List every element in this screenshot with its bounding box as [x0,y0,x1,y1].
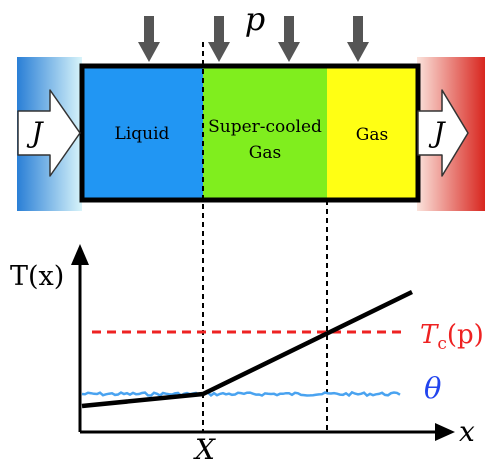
liquid-label: Liquid [115,124,170,144]
bath-temperature-label: θ [424,371,441,405]
supercooled-label-line1: Super-cooled [208,117,322,137]
x-axis-label: x [459,415,475,448]
pressure-arrow-icon [138,16,160,62]
gas-region [327,66,418,200]
temperature-profile-line [81,289,413,409]
flux-arrow-left-icon [17,89,81,177]
gas-label: Gas [356,125,388,145]
bath-temperature-line [81,390,401,398]
y-axis-label: T(x) [10,261,64,292]
pressure-arrow-icon [208,16,230,62]
liquid-region [82,66,203,200]
flux-label-right: J [428,116,446,149]
pressure-arrow-icon [278,16,300,62]
supercooled-label-line2: Gas [249,143,281,163]
interface-position-label: X [193,433,216,461]
flux-arrow-right-icon [417,89,469,177]
flux-label-left: J [26,116,44,149]
supercooled-gas-region [203,66,327,200]
pressure-label: p [245,0,265,38]
critical-temperature-label: Tc(p) [420,320,484,354]
y-axis-arrow-icon [71,244,89,265]
x-axis-arrow-icon [435,423,455,441]
pressure-arrows [138,16,369,62]
pressure-arrow-icon [347,16,369,62]
